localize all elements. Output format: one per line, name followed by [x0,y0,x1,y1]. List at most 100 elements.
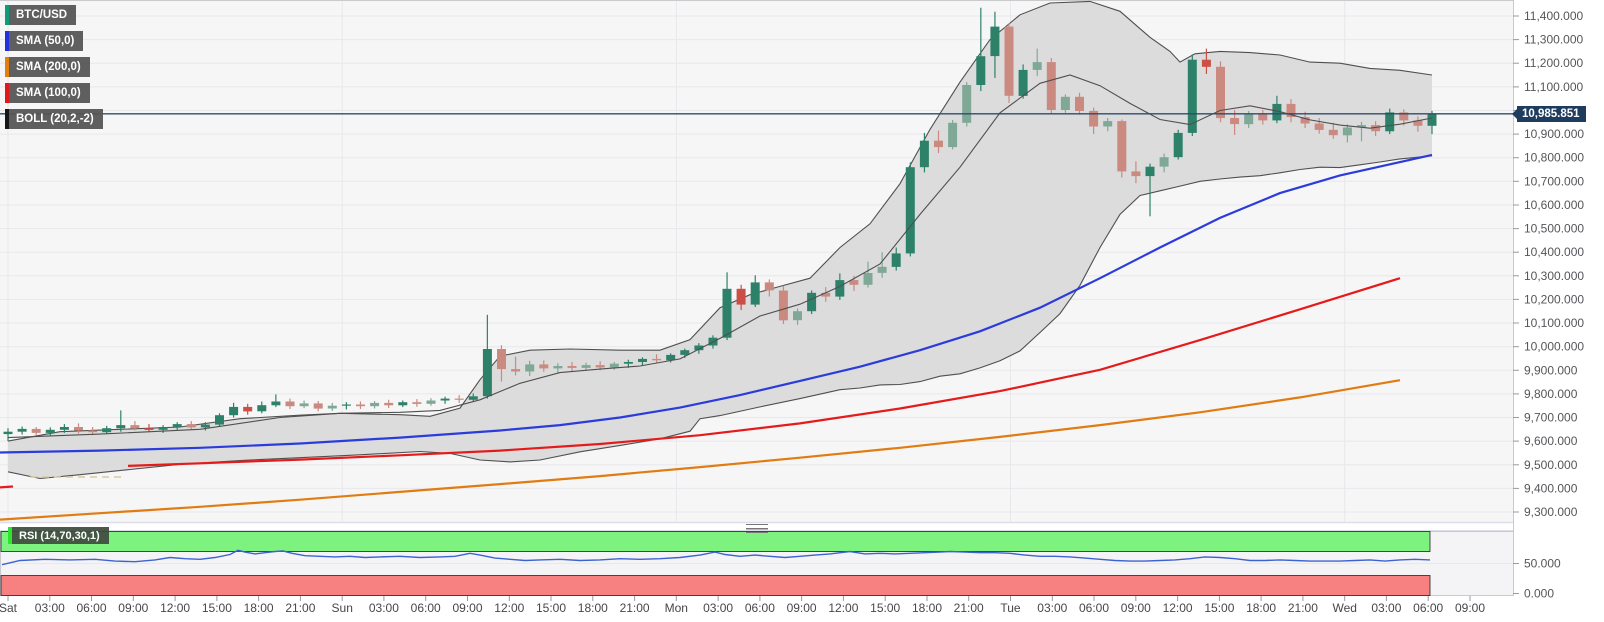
candle-body [1032,62,1042,70]
time-axis-label: 09:00 [1121,601,1151,615]
candle-body [1357,125,1366,128]
legend: BTC/USD SMA (50,0) SMA (200,0) SMA (100,… [5,5,103,135]
panel-splitter-grip[interactable] [746,524,768,533]
candle-body [1371,125,1381,132]
candle-body [1427,113,1437,126]
time-axis-label: 15:00 [1204,601,1234,615]
candle-body [59,427,69,430]
sma200-line [0,379,1401,521]
legend-item-symbol[interactable]: BTC/USD [5,5,77,25]
price-axis[interactable]: 11,400.000 11,300.000 11,200.000 11,100.000… [1513,9,1584,601]
time-axis-label: 03:00 [1371,601,1401,615]
time-axis-label: 12:00 [494,601,524,615]
candle-body [849,280,859,285]
bollinger-middle-line [7,74,1433,439]
candle-body [948,122,958,148]
candle-body [1201,59,1211,67]
candle-body [172,424,182,427]
candle-body [1413,120,1423,126]
time-axis[interactable]: Sat 03:00 06:00 09:00 12:00 15:00 18:00 21:00 Su… [0,596,1485,615]
legend-color-bar [5,5,9,25]
price-axis-label: 9,600.000 [1524,434,1578,448]
price-axis-label: 10,000.000 [1524,340,1584,354]
sma100-line [127,277,1401,467]
candle-body [877,266,887,273]
time-axis-label: 06:00 [1079,601,1109,615]
candle-body [736,288,746,305]
legend-color-bar [5,57,9,77]
time-axis-label: 03:00 [35,601,65,615]
time-axis-label: 12:00 [828,601,858,615]
candle-body [497,349,506,370]
legend-color-bar [5,31,9,51]
legend-item-sma200[interactable]: SMA (200,0) [5,57,90,77]
candle-body [229,406,239,416]
time-axis-label: 21:00 [1288,601,1318,615]
legend-item-label: SMA (50,0) [16,35,75,47]
candle-body [102,428,112,433]
candle-body [356,404,365,407]
candle-body [1131,171,1141,177]
time-axis-label: 06:00 [745,601,775,615]
rsi-line [1,549,1431,566]
price-axis-label: 11,100.000 [1524,80,1583,94]
time-axis-label: 03:00 [1037,601,1067,615]
candle-body [426,400,436,404]
time-axis-label: 09:00 [118,601,148,615]
time-axis-label: 15:00 [202,601,232,615]
candle-body [934,140,943,148]
candle-body [919,140,929,168]
candle-body [1173,132,1183,158]
candle-body [1385,112,1395,132]
time-axis-label: 03:00 [703,601,733,615]
candle-body [1399,112,1409,121]
candle-body [1089,110,1099,127]
candle-body [1145,166,1155,177]
candle-body [609,363,619,368]
candle-body [962,85,972,123]
candle-body [750,282,760,305]
legend-item-rsi[interactable]: RSI (14,70,30,1) [8,527,109,544]
candle-body [764,282,774,291]
price-axis-label: 9,300.000 [1524,505,1578,519]
time-axis-label: 09:00 [1455,601,1485,615]
rsi-oversold-band [0,575,1431,596]
candle-body [807,292,817,312]
price-axis-label: 10,900.000 [1524,127,1584,141]
candle-body [976,56,986,85]
candle-body [243,406,253,412]
candle-body [1075,96,1084,111]
legend-item-sma50[interactable]: SMA (50,0) [5,31,84,51]
legend-item-sma100[interactable]: SMA (100,0) [5,83,90,103]
candle-body [666,354,676,361]
sma100-stub [0,485,14,489]
candle-body [130,425,140,429]
candle-body [1060,96,1070,110]
candle-body [793,311,802,321]
candle-body [680,350,690,355]
rsi-axis-label: 50.000 [1524,557,1561,571]
legend-item-boll[interactable]: BOLL (20,2,-2) [5,109,103,129]
price-axis-label: 10,500.000 [1524,222,1584,236]
candle-body [1018,69,1028,96]
sma50-line [0,153,1433,454]
price-axis-label: 9,800.000 [1524,387,1578,401]
rsi-overbought-band [0,531,1431,552]
candles-layer [3,7,1437,442]
candle-body [821,292,831,297]
candle-body [553,366,563,369]
candle-body [638,358,647,362]
legend-item-label: RSI (14,70,30,1) [19,529,100,542]
candle-body [1300,117,1310,124]
candle-body [778,290,788,321]
candle-body [525,364,535,372]
candle-body [215,415,224,425]
last-price-badge: 10,985.851 [1512,106,1586,122]
candle-body [1342,127,1352,136]
time-axis-label: 12:00 [1163,601,1193,615]
candle-body [440,398,450,401]
candle-body [722,288,732,338]
candle-body [1216,66,1225,119]
